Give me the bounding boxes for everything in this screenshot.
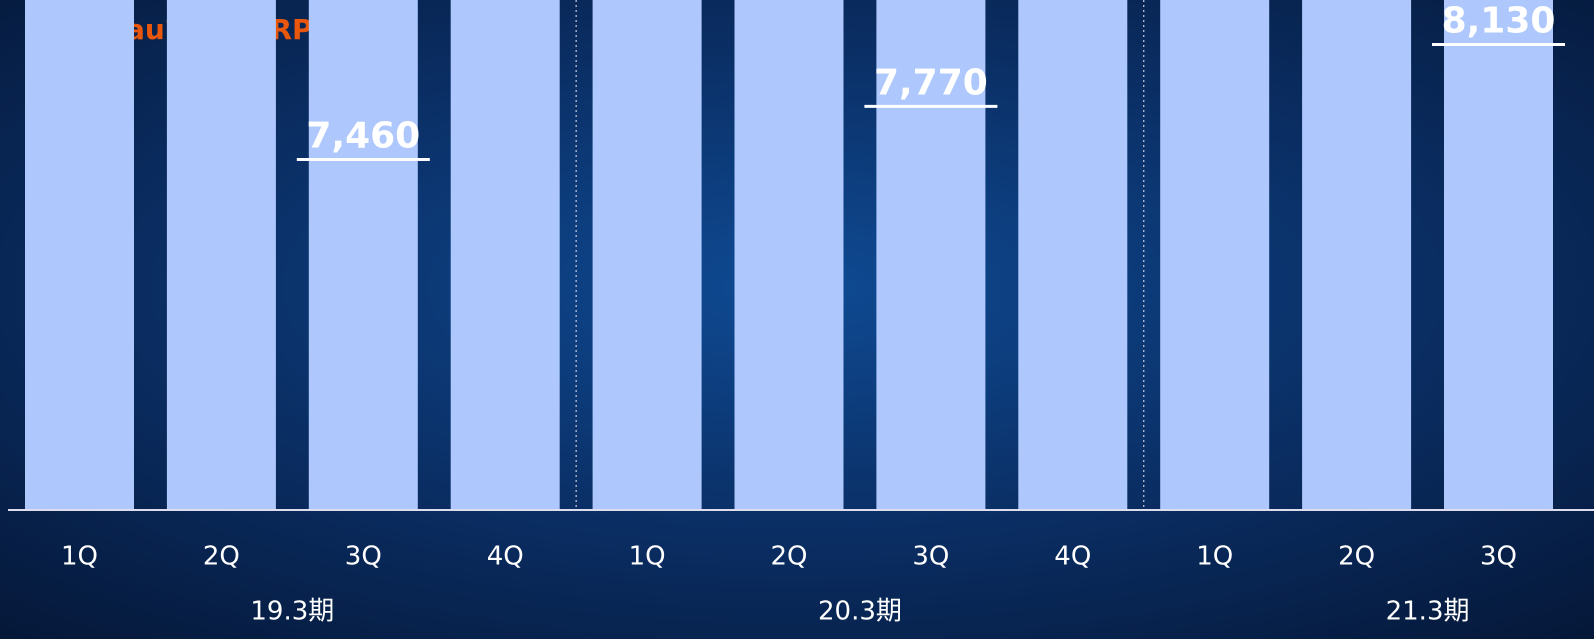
x-tick-label: 4Q	[1054, 542, 1091, 572]
bar-segment	[1018, 0, 1128, 510]
x-tick-label: 3Q	[1480, 542, 1517, 572]
x-tick-label: 4Q	[487, 542, 524, 572]
x-tick-label: 2Q	[1338, 542, 1375, 572]
group-label: 19.3期	[250, 597, 334, 627]
x-tick-label: 1Q	[629, 542, 666, 572]
total-label: 7,460	[306, 116, 420, 157]
bar-segment	[1302, 0, 1412, 511]
bar-segment	[592, 0, 702, 511]
x-tick-label: 2Q	[770, 542, 807, 572]
x-tick-label: 3Q	[912, 542, 949, 572]
bar-segment	[450, 0, 560, 510]
total-label: 7,770	[874, 62, 988, 103]
x-tick-label: 2Q	[203, 542, 240, 572]
group-label: 21.3期	[1386, 597, 1470, 627]
bar-segment	[25, 0, 134, 511]
x-tick-label: 3Q	[345, 542, 382, 572]
bar-segment	[734, 0, 844, 510]
bar-segment	[166, 0, 276, 510]
x-tick-label: 1Q	[1196, 542, 1233, 572]
bar-segment	[876, 0, 986, 511]
total-label: 8,130	[1442, 1, 1556, 42]
bar-segment	[1160, 0, 1270, 510]
bar-segment	[308, 0, 418, 510]
x-tick-label: 1Q	[61, 542, 98, 572]
bar-segment	[1444, 0, 1553, 510]
group-label: 20.3期	[818, 597, 902, 627]
